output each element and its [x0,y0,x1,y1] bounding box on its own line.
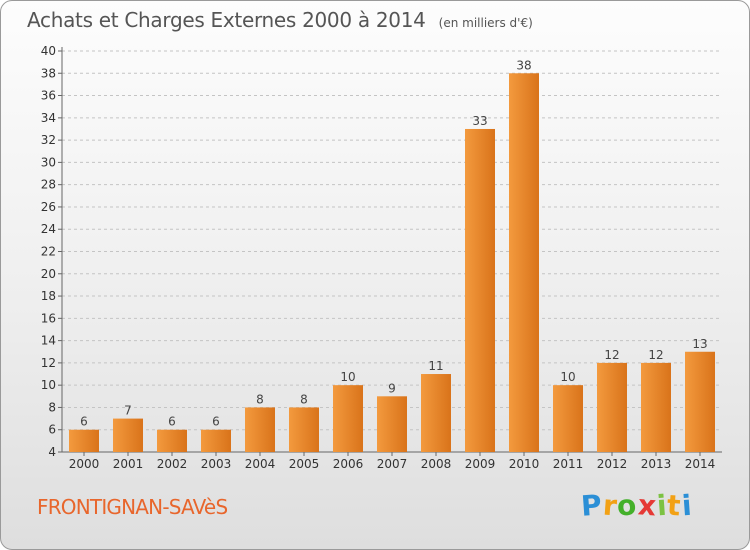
bars [69,73,715,453]
y-tick-label: 16 [41,311,56,325]
y-tick-label: 32 [41,133,56,147]
bar-2012 [597,362,627,452]
brand-letter: o [616,488,639,523]
data-label: 9 [388,381,396,395]
data-label: 12 [648,348,663,362]
data-label: 12 [604,348,619,362]
x-tick-label: 2005 [289,457,320,471]
data-label: 6 [80,415,88,429]
y-tick-label: 36 [41,89,56,103]
x-tick-label: 2014 [685,457,716,471]
x-tick-label: 2000 [69,457,100,471]
data-label: 10 [560,370,575,384]
x-tick-label: 2011 [553,457,584,471]
chart-unit: (en milliers d'€) [438,16,533,30]
y-tick-label: 30 [41,155,56,169]
bar-2013 [641,362,671,452]
y-tick-label: 26 [41,200,56,214]
brand-logo: Proxiti [579,488,694,523]
x-tick-label: 2003 [201,457,232,471]
bar-2007 [377,396,407,452]
x-tick-label: 2002 [157,457,188,471]
brand-letter: x [636,488,658,523]
y-tick-label: 4 [48,445,56,459]
data-label: 8 [256,392,264,406]
bar-2002 [157,429,187,452]
data-label: 33 [472,114,487,128]
bar-2000 [69,429,99,452]
bar-2004 [245,407,275,452]
data-label: 11 [428,359,443,373]
bar-2001 [113,418,143,452]
brand-letter: i [680,488,694,523]
brand-letter: P [579,488,604,523]
y-tick-label: 6 [48,423,56,437]
data-label: 6 [168,415,176,429]
bar-2011 [553,385,583,452]
labels: 4 6 8 10 12 14 16 18 20 22 24 26 28 30 32 34 36 38 40 6 2000… [41,44,716,471]
y-tick-label: 18 [41,289,56,303]
y-tick-label: 12 [41,356,56,370]
data-label: 8 [300,392,308,406]
title-row: Achats et Charges Externes 2000 à 2014 (… [27,8,533,32]
data-label: 7 [124,404,132,418]
x-tick-label: 2010 [509,457,540,471]
y-tick-label: 38 [41,66,56,80]
x-tick-label: 2009 [465,457,496,471]
y-tick-label: 22 [41,245,56,259]
bar-2003 [201,429,231,452]
y-tick-label: 10 [41,378,56,392]
bar-2008 [421,374,451,452]
chart-title: Achats et Charges Externes 2000 à 2014 [27,8,426,32]
x-tick-label: 2008 [421,457,452,471]
data-label: 6 [212,415,220,429]
bar-2006 [333,385,363,452]
y-tick-label: 34 [41,111,56,125]
y-tick-label: 24 [41,222,56,236]
data-label: 38 [516,58,531,72]
bar-2009 [465,128,495,452]
y-tick-label: 28 [41,178,56,192]
y-tick-label: 40 [41,44,56,58]
bar-2010 [509,73,539,453]
x-tick-label: 2013 [641,457,672,471]
data-label: 10 [340,370,355,384]
x-tick-label: 2012 [597,457,628,471]
y-tick-label: 20 [41,267,56,281]
x-tick-label: 2007 [377,457,408,471]
y-tick-label: 14 [41,334,56,348]
data-label: 13 [692,337,707,351]
x-tick-label: 2004 [245,457,276,471]
x-tick-label: 2001 [113,457,144,471]
y-tick-label: 8 [48,400,56,414]
bar-2014 [685,351,715,452]
x-tick-label: 2006 [333,457,364,471]
bar-2005 [289,407,319,452]
commune-name: FRONTIGNAN-SAVèS [37,495,228,519]
